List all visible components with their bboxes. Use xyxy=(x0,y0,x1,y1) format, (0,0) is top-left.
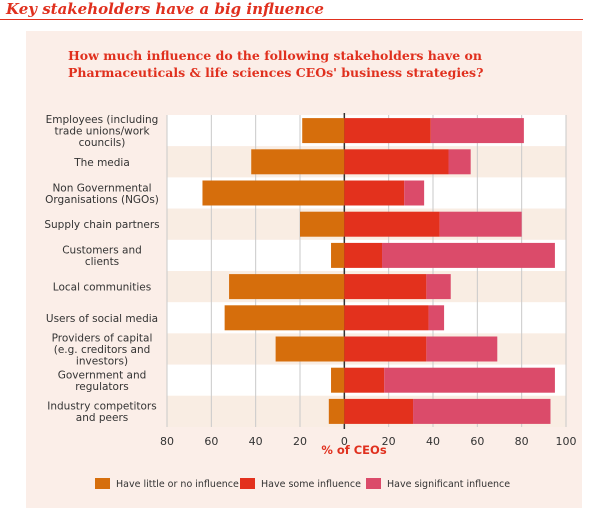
x-tick-label: 0 xyxy=(341,435,348,448)
bar-significant-influence xyxy=(426,274,451,300)
category-label: Users of social media xyxy=(46,313,158,325)
legend-label: Have little or no influence xyxy=(116,479,239,490)
chart-title-line-2: Pharmaceuticals & life sciences CEOs' bu… xyxy=(68,65,483,80)
bar-little-or-no-influence xyxy=(300,211,345,237)
bar-some-influence xyxy=(344,305,429,331)
x-tick-label: 80 xyxy=(160,435,174,448)
bar-significant-influence xyxy=(448,149,471,175)
bar-some-influence xyxy=(344,211,440,237)
x-tick-label: 20 xyxy=(293,435,307,448)
category-label: Non Governmental Organisations (NGOs) xyxy=(45,182,159,206)
category-label: Local communities xyxy=(53,282,151,294)
legend-label: Have some influence xyxy=(261,479,361,490)
bar-significant-influence xyxy=(413,398,551,424)
bar-significant-influence xyxy=(426,336,498,362)
bar-little-or-no-influence xyxy=(224,305,345,331)
bar-little-or-no-influence xyxy=(331,242,345,268)
x-tick-label: 100 xyxy=(556,435,577,448)
category-labels: Employees (including trade unions/work cou… xyxy=(44,114,159,424)
bar-significant-influence xyxy=(382,242,555,268)
bar-some-influence xyxy=(344,149,449,175)
bar-little-or-no-influence xyxy=(328,398,345,424)
chart-panel: Employees (including trade unions/work cou… xyxy=(26,31,582,508)
category-label: Providers of capital (e.g. creditors and i… xyxy=(52,333,153,368)
chart-title-line-1: How much influence do the following stak… xyxy=(68,48,482,63)
bar-some-influence xyxy=(344,242,383,268)
bar-significant-influence xyxy=(428,305,445,331)
page-heading: Key stakeholders have a big influence xyxy=(6,0,324,18)
legend: Have little or no influence Have some inf… xyxy=(95,478,510,490)
category-label: Employees (including trade unions/work cou… xyxy=(46,114,159,149)
bar-little-or-no-influence xyxy=(251,149,345,175)
legend-swatch xyxy=(366,478,381,489)
bar-little-or-no-influence xyxy=(302,118,345,144)
category-label: Supply chain partners xyxy=(44,219,159,231)
bar-some-influence xyxy=(344,274,427,300)
category-label: Customers and clients xyxy=(62,245,142,269)
legend-label: Have significant influence xyxy=(387,479,510,490)
stakeholder-influence-chart: Employees (including trade unions/work cou… xyxy=(44,48,577,490)
bar-some-influence xyxy=(344,180,405,206)
x-tick-label: 20 xyxy=(382,435,396,448)
x-tick-label: 60 xyxy=(470,435,484,448)
bar-significant-influence xyxy=(384,367,555,393)
bar-some-influence xyxy=(344,398,414,424)
bar-little-or-no-influence xyxy=(331,367,345,393)
x-tick-label: 40 xyxy=(249,435,263,448)
bar-significant-influence xyxy=(430,118,524,144)
category-label: The media xyxy=(73,157,130,169)
bar-little-or-no-influence xyxy=(202,180,345,206)
x-tick-label: 60 xyxy=(204,435,218,448)
category-label: Government and regulators xyxy=(58,369,147,393)
x-axis-label: % of CEOs xyxy=(321,443,387,457)
legend-swatch xyxy=(95,478,110,489)
x-tick-label: 80 xyxy=(515,435,529,448)
bars xyxy=(202,118,555,424)
x-tick-label: 40 xyxy=(426,435,440,448)
bar-some-influence xyxy=(344,367,385,393)
bar-significant-influence xyxy=(439,211,522,237)
bar-some-influence xyxy=(344,336,427,362)
category-label: Industry competitors and peers xyxy=(47,401,156,425)
bar-little-or-no-influence xyxy=(275,336,345,362)
x-tick-labels: 80 60 40 20 0 20 40 60 80 100 xyxy=(160,435,577,448)
heading-divider xyxy=(0,19,583,20)
legend-swatch xyxy=(240,478,255,489)
bar-little-or-no-influence xyxy=(229,274,345,300)
bar-some-influence xyxy=(344,118,431,144)
bar-significant-influence xyxy=(404,180,425,206)
